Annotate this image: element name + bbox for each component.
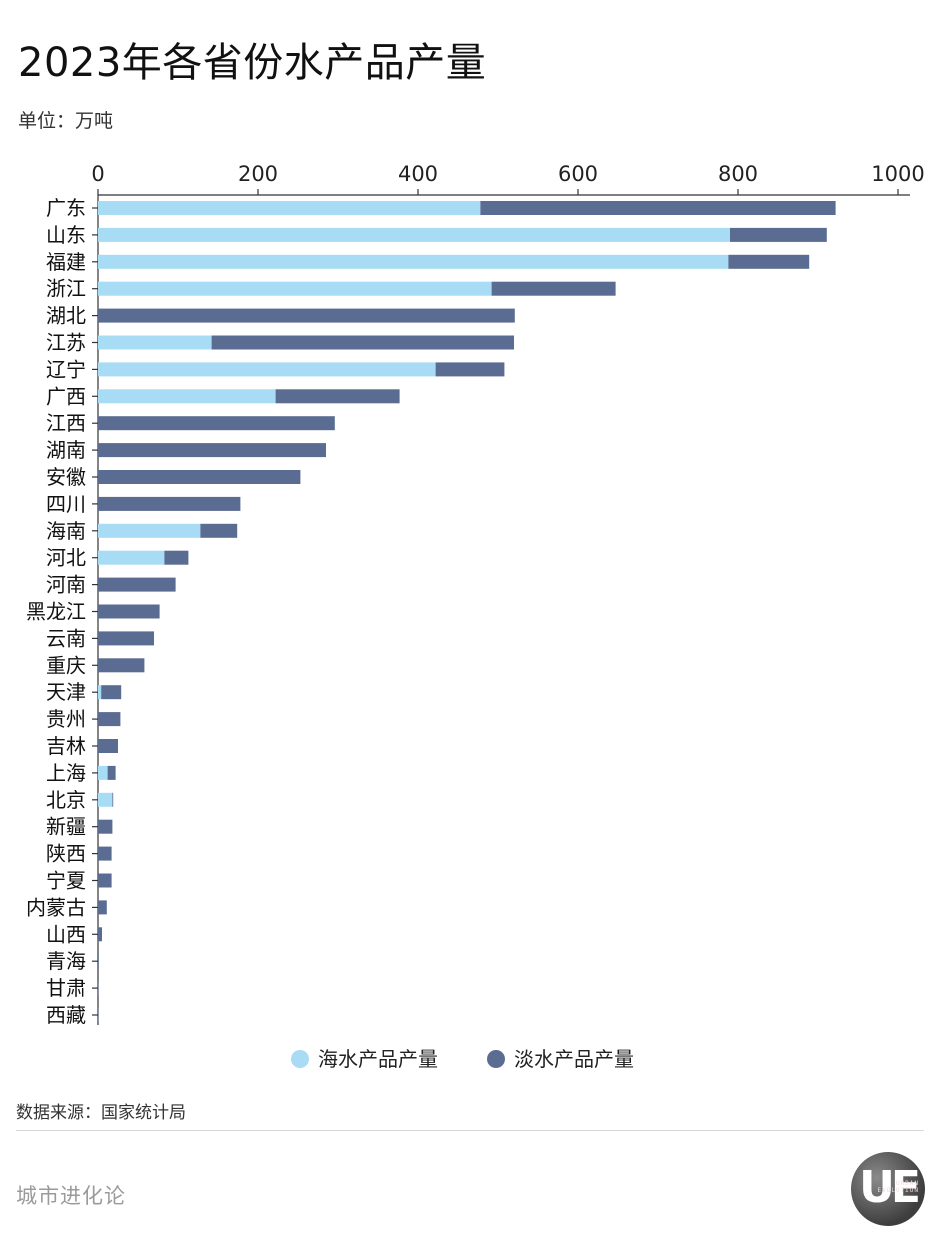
category-label: 湖南 xyxy=(46,438,86,462)
bar-freshwater xyxy=(98,470,301,484)
bar-freshwater xyxy=(98,873,112,888)
category-label: 辽宁 xyxy=(46,357,86,381)
category-label: 河北 xyxy=(46,546,86,570)
bar-freshwater xyxy=(98,846,112,861)
bars-group xyxy=(98,201,836,1022)
bar-freshwater xyxy=(98,496,241,511)
category-label: 海南 xyxy=(46,519,86,543)
brand-logo-icon: UE URBAN EVOLUTION xyxy=(851,1152,925,1226)
category-label: 江西 xyxy=(46,411,86,435)
category-label: 黑龙江 xyxy=(26,600,86,624)
bar-freshwater xyxy=(98,927,102,942)
category-label: 宁夏 xyxy=(46,869,86,893)
category-label: 云南 xyxy=(46,626,86,650)
bar-freshwater xyxy=(728,254,810,269)
logo-text: UE xyxy=(859,1162,921,1213)
x-tick-label: 600 xyxy=(558,162,598,186)
bar-freshwater xyxy=(275,389,400,404)
bar-freshwater xyxy=(200,523,238,538)
divider xyxy=(16,1130,924,1131)
bar-freshwater xyxy=(98,1008,99,1022)
bar-seawater xyxy=(98,389,276,404)
category-label: 广西 xyxy=(46,384,86,408)
x-tick-label: 400 xyxy=(398,162,438,186)
bar-seawater xyxy=(98,765,108,780)
category-label: 江苏 xyxy=(46,331,86,355)
chart-title: 2023年各省份水产品产量 xyxy=(18,40,487,86)
y-axis: 广东山东福建浙江湖北江苏辽宁广西江西湖南安徽四川海南河北河南黑龙江云南重庆天津贵… xyxy=(26,195,99,1027)
legend-swatch xyxy=(291,1050,309,1068)
bar-freshwater xyxy=(107,765,116,780)
bar-seawater xyxy=(98,281,492,296)
bar-freshwater xyxy=(211,335,514,350)
bar-seawater xyxy=(98,227,730,242)
x-tick-label: 800 xyxy=(718,162,758,186)
bar-freshwater xyxy=(98,739,118,753)
bar-freshwater xyxy=(98,981,99,996)
bar-freshwater xyxy=(98,712,121,727)
bar-freshwater xyxy=(101,685,122,700)
category-label: 陕西 xyxy=(46,842,86,866)
bar-freshwater xyxy=(98,819,113,834)
category-label: 内蒙古 xyxy=(26,895,86,919)
category-label: 天津 xyxy=(46,680,86,704)
x-tick-label: 1000 xyxy=(871,162,924,186)
bar-seawater xyxy=(98,792,113,807)
bar-freshwater xyxy=(98,416,335,431)
logo-subtext-line2: EVOLUTION xyxy=(877,1187,919,1194)
bar-freshwater xyxy=(98,577,176,592)
category-label: 广东 xyxy=(46,196,86,220)
unit-label: 单位：万吨 xyxy=(18,110,114,132)
bar-freshwater xyxy=(164,550,189,565)
bar-seawater xyxy=(98,201,481,215)
logo-subtext-line1: URBAN xyxy=(895,1180,919,1187)
category-label: 北京 xyxy=(46,788,86,812)
bar-seawater xyxy=(98,362,436,377)
legend-label: 海水产品产量 xyxy=(318,1047,438,1071)
bar-freshwater xyxy=(435,362,505,377)
bar-seawater xyxy=(98,335,212,350)
category-label: 贵州 xyxy=(46,707,86,731)
legend-label: 淡水产品产量 xyxy=(514,1047,634,1071)
category-label: 西藏 xyxy=(46,1003,86,1027)
bar-freshwater xyxy=(98,954,99,969)
category-label: 安徽 xyxy=(46,465,86,489)
logo-subtext: URBAN EVOLUTION xyxy=(877,1180,919,1194)
bar-seawater xyxy=(98,523,201,538)
chart-area: 0 200 400 600 800 1000 广东山东福建浙江湖北江苏辽宁广西江西湖南安徽… xyxy=(26,162,925,1071)
bar-freshwater xyxy=(112,792,114,807)
category-label: 新疆 xyxy=(46,815,86,839)
category-label: 吉林 xyxy=(46,734,86,758)
x-axis: 0 200 400 600 800 1000 xyxy=(91,162,925,196)
x-tick-label: 0 xyxy=(91,162,104,186)
category-label: 青海 xyxy=(46,949,86,973)
x-tick-label: 200 xyxy=(238,162,278,186)
bar-seawater xyxy=(98,254,729,269)
bar-seawater xyxy=(98,550,165,565)
bar-freshwater xyxy=(98,658,145,673)
category-label: 甘肃 xyxy=(46,976,86,1000)
category-label: 河南 xyxy=(46,573,86,597)
category-label: 四川 xyxy=(46,492,86,516)
bar-freshwater xyxy=(98,308,515,323)
bar-freshwater xyxy=(480,201,836,215)
footer-brand: 城市进化论 xyxy=(16,1184,126,1208)
bar-freshwater xyxy=(730,227,827,242)
category-label: 湖北 xyxy=(46,304,86,328)
bar-seawater xyxy=(98,685,102,700)
bar-freshwater xyxy=(98,443,326,458)
bar-freshwater xyxy=(98,604,160,619)
data-source: 数据来源：国家统计局 xyxy=(16,1103,186,1123)
category-label: 浙江 xyxy=(46,277,86,301)
bar-freshwater xyxy=(98,631,154,646)
category-label: 重庆 xyxy=(46,653,86,677)
category-label: 山西 xyxy=(46,922,86,946)
category-label: 福建 xyxy=(46,250,86,274)
bar-freshwater xyxy=(491,281,616,296)
legend: 海水产品产量 淡水产品产量 xyxy=(291,1047,634,1071)
category-label: 上海 xyxy=(46,761,86,785)
bar-freshwater xyxy=(98,900,107,915)
category-label: 山东 xyxy=(46,223,86,247)
legend-swatch xyxy=(487,1050,505,1068)
